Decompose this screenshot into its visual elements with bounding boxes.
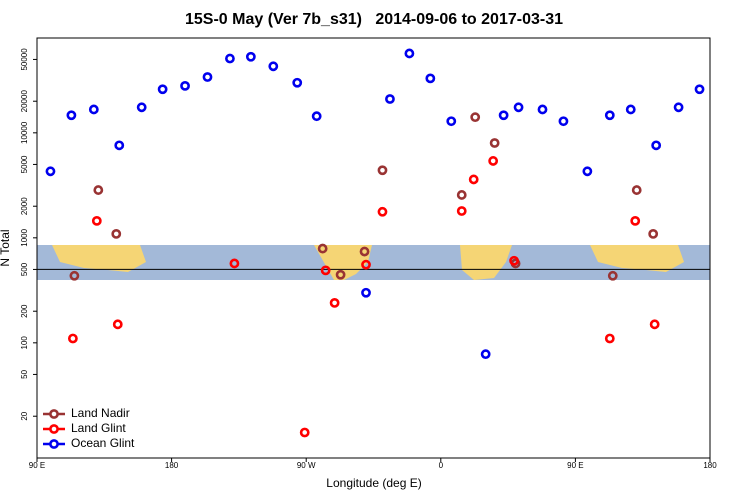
y-tick-label: 20 xyxy=(20,411,29,420)
y-tick-label: 100 xyxy=(20,336,29,350)
x-tick-label: 90 E xyxy=(29,461,45,470)
y-axis-label: N Total xyxy=(0,229,12,266)
point xyxy=(377,206,388,217)
y-tick-label: 2000 xyxy=(20,197,29,215)
point xyxy=(229,258,240,269)
point xyxy=(425,73,436,84)
point xyxy=(225,53,235,64)
point xyxy=(582,166,593,177)
map-land xyxy=(314,245,372,280)
point xyxy=(625,104,636,115)
point xyxy=(93,185,104,195)
legend-label: Land Nadir xyxy=(71,406,130,420)
point xyxy=(513,102,524,113)
point xyxy=(268,61,279,72)
x-tick-label: 180 xyxy=(703,461,717,470)
point xyxy=(111,228,122,239)
point xyxy=(245,51,256,62)
point xyxy=(180,80,190,91)
map-land xyxy=(460,245,512,280)
point xyxy=(498,110,509,121)
point xyxy=(456,190,467,200)
point xyxy=(88,104,99,115)
point xyxy=(489,138,500,148)
point xyxy=(329,298,340,308)
map-land xyxy=(52,245,146,272)
point xyxy=(114,140,125,151)
x-tick-label: 90 W xyxy=(297,461,316,470)
point xyxy=(320,265,331,276)
y-tick-label: 50 xyxy=(20,369,29,378)
point xyxy=(157,84,168,95)
point xyxy=(470,112,481,123)
point xyxy=(468,174,479,185)
point xyxy=(292,77,303,88)
legend-label: Ocean Glint xyxy=(71,436,135,450)
point xyxy=(136,102,147,113)
point xyxy=(509,255,519,266)
point xyxy=(694,84,705,95)
point xyxy=(361,287,371,298)
x-tick-label: 0 xyxy=(439,461,444,470)
y-tick-label: 500 xyxy=(20,262,29,276)
point xyxy=(648,228,659,239)
point xyxy=(456,206,467,216)
point xyxy=(404,48,415,59)
map-land xyxy=(590,245,684,272)
point xyxy=(604,333,615,344)
point xyxy=(630,215,641,226)
y-tick-label: 5000 xyxy=(20,155,29,173)
point xyxy=(673,102,684,113)
x-tick-label: 180 xyxy=(165,461,179,470)
point xyxy=(91,215,102,226)
legend-marker xyxy=(49,424,59,434)
point xyxy=(299,427,310,438)
point xyxy=(361,259,371,270)
point xyxy=(649,319,660,330)
point xyxy=(202,72,213,82)
point xyxy=(359,246,370,257)
point xyxy=(558,116,569,127)
chart-title: 15S-0 May (Ver 7b_s31) 2014-09-06 to 201… xyxy=(185,11,563,28)
legend-marker xyxy=(49,409,59,419)
y-tick-label: 20000 xyxy=(20,90,29,113)
point xyxy=(335,269,346,280)
point xyxy=(480,349,491,360)
y-tick-label: 50000 xyxy=(20,48,29,71)
x-tick-label: 90 E xyxy=(567,461,583,470)
y-tick-label: 1000 xyxy=(20,228,29,246)
point xyxy=(385,94,395,104)
y-tick-label: 200 xyxy=(20,304,29,318)
point xyxy=(69,270,80,281)
point xyxy=(112,319,123,330)
point xyxy=(537,104,548,115)
x-axis-label: Longitude (deg E) xyxy=(326,476,421,490)
point xyxy=(45,166,56,177)
point xyxy=(66,110,77,121)
point xyxy=(651,140,662,151)
point xyxy=(377,165,388,176)
point xyxy=(604,110,615,121)
point xyxy=(317,243,328,254)
plot-frame xyxy=(36,37,711,459)
point xyxy=(67,333,78,344)
point xyxy=(446,116,457,127)
point xyxy=(311,111,322,122)
map-band xyxy=(37,245,710,280)
legend-marker xyxy=(49,439,59,449)
point xyxy=(631,185,642,195)
point xyxy=(488,156,499,166)
point xyxy=(607,270,618,281)
legend-label: Land Glint xyxy=(71,421,126,435)
y-tick-label: 10000 xyxy=(20,121,29,144)
